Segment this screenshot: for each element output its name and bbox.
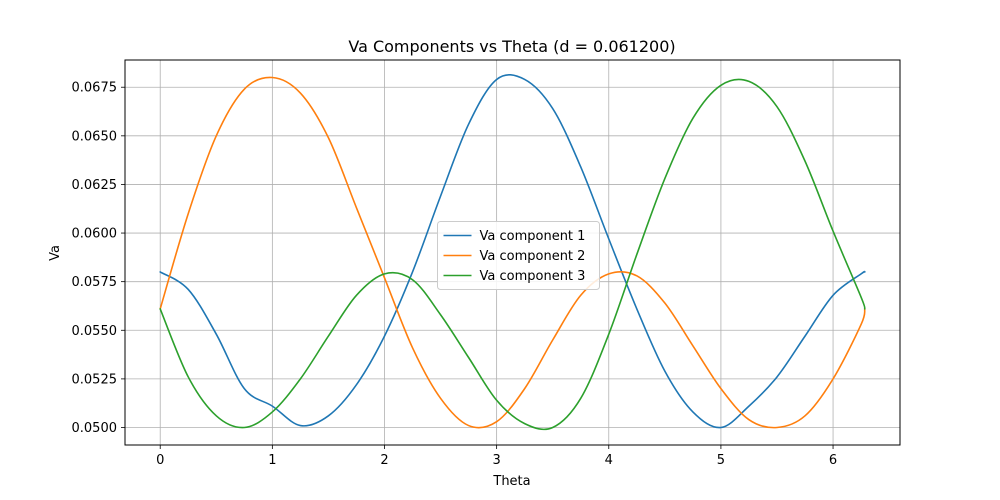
plot-frame bbox=[124, 59, 901, 446]
x-axis-ticks: 0 1 2 3 4 5 6 bbox=[156, 445, 837, 468]
legend-entry-label: Va component 3 bbox=[480, 269, 586, 284]
y-tick-label: 0.0525 bbox=[72, 372, 118, 387]
series-line-2 bbox=[159, 76, 866, 429]
y-axis-label: Va bbox=[48, 245, 63, 261]
y-tick-label: 0.0675 bbox=[72, 81, 118, 96]
x-axis-label: Theta bbox=[492, 474, 530, 489]
y-tick-label: 0.0625 bbox=[72, 178, 118, 193]
legend-box bbox=[437, 221, 600, 290]
legend-entry-label: Va component 2 bbox=[480, 249, 586, 264]
series-lines bbox=[159, 74, 866, 431]
series-line-1 bbox=[159, 74, 866, 429]
y-tick-label: 0.0575 bbox=[72, 275, 118, 290]
y-tick-label: 0.0500 bbox=[72, 421, 118, 436]
chart-title: Va Components vs Theta (d = 0.061200) bbox=[348, 37, 675, 56]
x-tick-label: 2 bbox=[380, 453, 388, 468]
y-axis-ticks: 0.0500 0.0525 0.0550 0.0575 0.0600 0.0625 0.06… bbox=[72, 81, 125, 436]
series-line-3 bbox=[159, 78, 866, 431]
legend: Va component 1 Va component 2 Va component… bbox=[437, 221, 600, 290]
x-tick-label: 4 bbox=[605, 453, 613, 468]
y-tick-label: 0.0550 bbox=[72, 324, 118, 339]
x-tick-label: 1 bbox=[268, 453, 276, 468]
y-tick-label: 0.0650 bbox=[72, 129, 118, 144]
x-tick-label: 5 bbox=[717, 453, 725, 468]
x-tick-label: 6 bbox=[829, 453, 837, 468]
x-tick-label: 0 bbox=[156, 453, 164, 468]
legend-entry-label: Va component 1 bbox=[480, 229, 586, 244]
x-tick-label: 3 bbox=[492, 453, 500, 468]
y-tick-label: 0.0600 bbox=[72, 227, 118, 242]
